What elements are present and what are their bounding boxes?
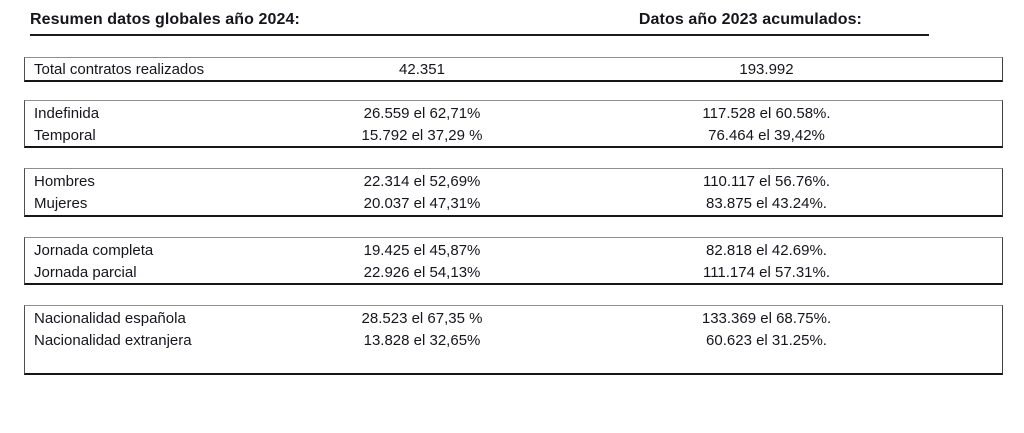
- value-2023: 82.818 el 42.69%.: [706, 242, 827, 259]
- value-2024: 19.425 el 45,87%: [363, 242, 481, 259]
- row-label: Total contratos realizados: [34, 61, 205, 78]
- row-label: Nacionalidad española: [34, 310, 186, 327]
- row-label: Jornada parcial: [34, 264, 137, 281]
- table-row: Nacionalidad extranjera 13.828 el 32,65%…: [25, 330, 1002, 352]
- total-contracts-box: Total contratos realizados 42.351 193.99…: [24, 57, 1003, 82]
- value-2024: 13.828 el 32,65%: [363, 332, 481, 349]
- row-label: Indefinida: [34, 105, 100, 122]
- value-2024: 42.351: [399, 61, 445, 78]
- table-row: Jornada completa 19.425 el 45,87% 82.818…: [25, 240, 1002, 262]
- document-header: Resumen datos globales año 2024: Datos a…: [30, 11, 929, 36]
- table-row: Jornada parcial 22.926 el 54,13% 111.174…: [25, 262, 1002, 284]
- table-row: Indefinida 26.559 el 62,71% 117.528 el 6…: [25, 103, 1002, 125]
- value-2023: 117.528 el 60.58%.: [702, 105, 831, 122]
- row-label: Mujeres: [34, 195, 88, 212]
- row-label: Hombres: [34, 173, 95, 190]
- value-2024: 26.559 el 62,71%: [363, 105, 481, 122]
- value-2024: 28.523 el 67,35 %: [361, 310, 483, 327]
- table-row: Total contratos realizados 42.351 193.99…: [25, 60, 1002, 80]
- table-row: Mujeres 20.037 el 47,31% 83.875 el 43.24…: [25, 193, 1002, 215]
- value-2023: 133.369 el 68.75%.: [701, 310, 832, 327]
- gender-box: Hombres 22.314 el 52,69% 110.117 el 56.7…: [24, 168, 1003, 217]
- header-title-2024: Resumen datos globales año 2024:: [30, 11, 300, 28]
- row-label: Nacionalidad extranjera: [34, 332, 192, 349]
- value-2023: 83.875 el 43.24%.: [706, 195, 827, 212]
- row-label: Jornada completa: [34, 242, 154, 259]
- table-row: Hombres 22.314 el 52,69% 110.117 el 56.7…: [25, 171, 1002, 193]
- value-2024: 15.792 el 37,29 %: [361, 127, 483, 144]
- header-title-2023: Datos año 2023 acumulados:: [638, 11, 862, 28]
- value-2024: 22.926 el 54,13%: [363, 264, 481, 281]
- row-label: Temporal: [34, 127, 96, 144]
- value-2023: 76.464 el 39,42%: [708, 127, 825, 144]
- working-day-box: Jornada completa 19.425 el 45,87% 82.818…: [24, 237, 1003, 285]
- value-2023: 111.174 el 57.31%.: [702, 264, 831, 281]
- nationality-box: Nacionalidad española 28.523 el 67,35 % …: [24, 305, 1003, 375]
- table-row: Nacionalidad española 28.523 el 67,35 % …: [25, 308, 1002, 330]
- value-2023: 110.117 el 56.76%.: [702, 173, 831, 190]
- value-2023: 193.992: [739, 61, 794, 78]
- table-row: Temporal 15.792 el 37,29 % 76.464 el 39,…: [25, 125, 1002, 147]
- value-2024: 22.314 el 52,69%: [363, 173, 481, 190]
- value-2023: 60.623 el 31.25%.: [706, 332, 827, 349]
- value-2024: 20.037 el 47,31%: [363, 195, 481, 212]
- contract-type-box: Indefinida 26.559 el 62,71% 117.528 el 6…: [24, 100, 1003, 148]
